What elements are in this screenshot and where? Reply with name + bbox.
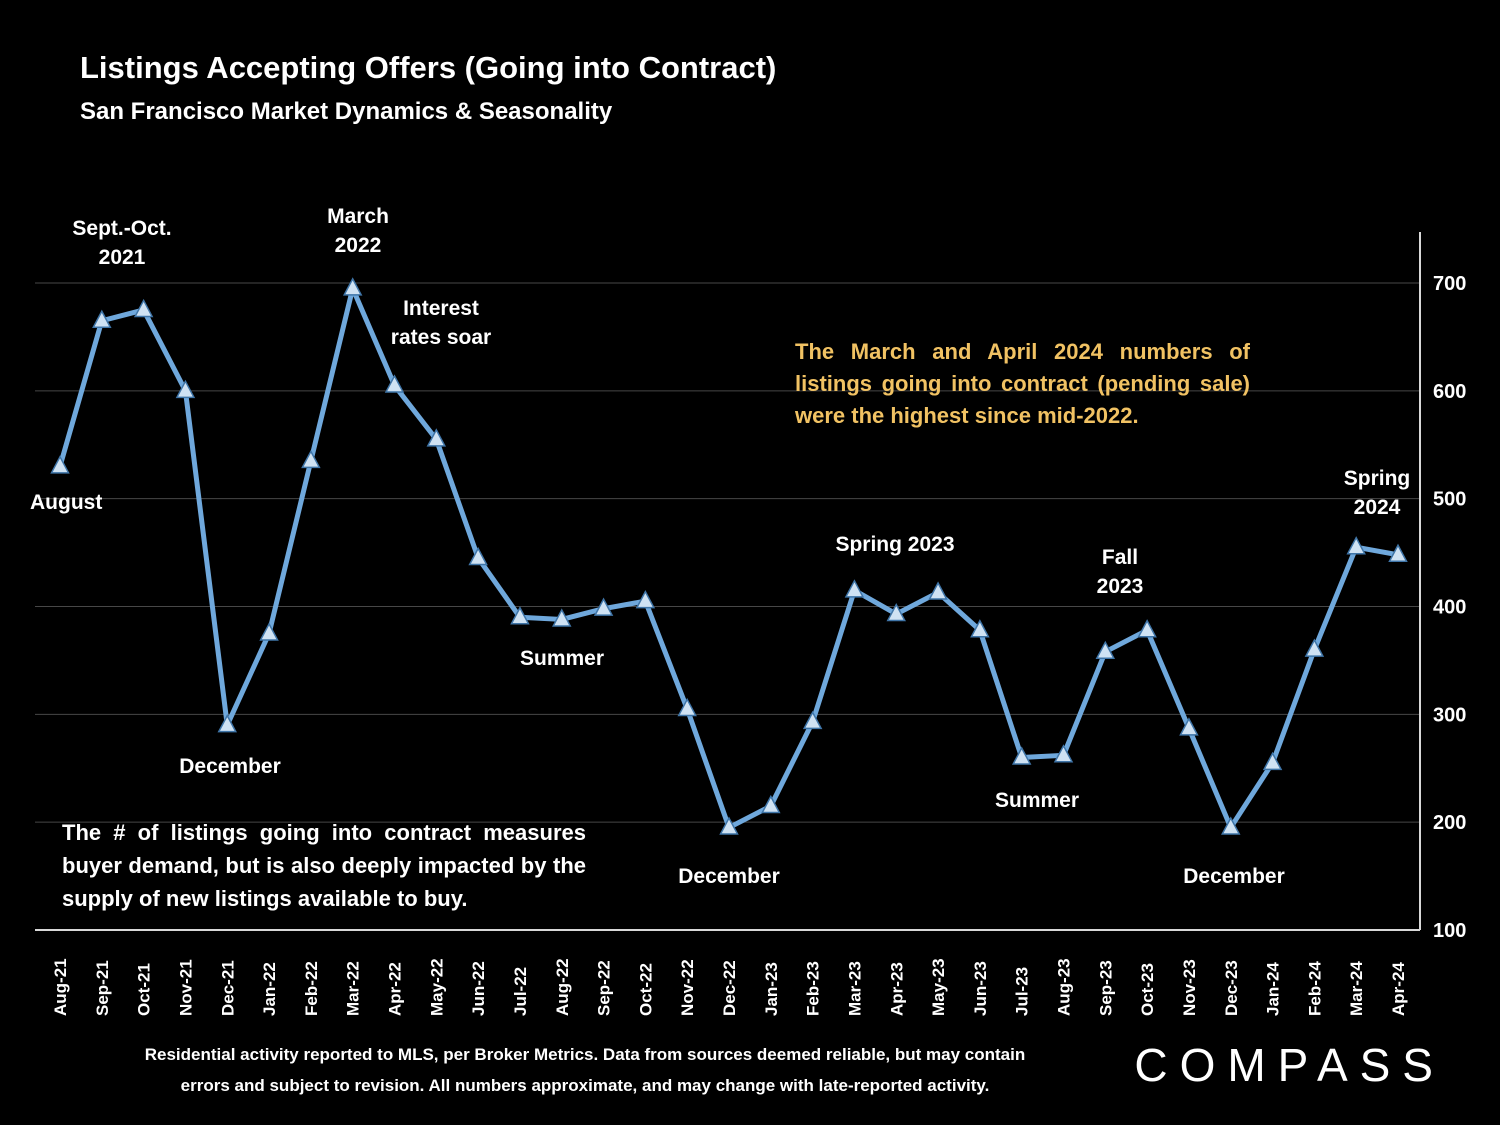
compass-logo: COMPASS [1134, 1039, 1445, 1091]
data-point-marker [259, 622, 279, 641]
y-tick-label: 600 [1433, 381, 1466, 403]
data-point-marker [844, 579, 865, 598]
x-tick-label: Dec-23 [1222, 960, 1241, 1016]
x-tick-label: Dec-21 [218, 960, 237, 1016]
x-tick-label: Aug-22 [553, 958, 572, 1016]
data-point-marker [552, 608, 572, 627]
data-point-marker [761, 794, 781, 814]
y-tick-label: 200 [1433, 812, 1466, 834]
x-tick-label: Feb-23 [804, 961, 823, 1016]
page-subtitle: San Francisco Market Dynamics & Seasonal… [80, 98, 613, 125]
data-point-marker [175, 379, 196, 399]
x-tick-label: Jan-22 [260, 962, 279, 1016]
x-tick-label: Apr-24 [1389, 962, 1408, 1016]
data-point-marker [928, 581, 948, 600]
data-point-marker [50, 455, 70, 474]
x-tick-label: Oct-21 [135, 963, 154, 1016]
x-tick-label: Nov-21 [176, 959, 195, 1016]
x-tick-label: Jul-23 [1013, 967, 1032, 1016]
x-tick-label: Apr-22 [386, 962, 405, 1016]
x-tick-label: Oct-22 [636, 963, 655, 1016]
data-point-marker [1346, 536, 1366, 555]
x-tick-label: Mar-22 [344, 961, 363, 1016]
y-tick-label: 100 [1433, 920, 1466, 942]
x-tick-label: May-22 [427, 958, 446, 1016]
footer-line-2: errors and subject to revision. All numb… [180, 1075, 990, 1095]
data-point-marker [1262, 751, 1283, 771]
x-tick-label: Apr-23 [887, 962, 906, 1016]
y-tick-label: 300 [1433, 704, 1466, 726]
footer-disclaimer: Residential activity reported to MLS, pe… [90, 1040, 1080, 1101]
x-tick-label: Nov-23 [1180, 959, 1199, 1016]
data-point-marker [1011, 746, 1032, 765]
footer-line-1: Residential activity reported to MLS, pe… [144, 1045, 1026, 1064]
data-point-marker [593, 597, 614, 616]
data-point-marker [92, 309, 112, 328]
data-point-marker [635, 590, 656, 609]
data-point-marker [133, 298, 154, 318]
x-tick-label: Dec-22 [720, 960, 739, 1016]
data-point-marker [468, 546, 488, 566]
x-tick-label: Aug-21 [51, 958, 70, 1016]
x-tick-label: Jun-23 [971, 961, 990, 1016]
data-point-marker [342, 277, 363, 296]
x-tick-label: Feb-24 [1305, 961, 1324, 1016]
x-tick-label: Jan-24 [1264, 962, 1283, 1016]
data-point-marker [510, 606, 530, 625]
data-point-marker [802, 710, 823, 730]
x-tick-label: Mar-24 [1347, 961, 1366, 1016]
x-tick-label: Feb-22 [302, 961, 321, 1016]
page-title: Listings Accepting Offers (Going into Co… [80, 50, 777, 85]
x-tick-label: Aug-23 [1055, 958, 1074, 1016]
x-tick-label: Nov-22 [678, 959, 697, 1016]
data-point-marker [217, 714, 237, 733]
data-point-marker [719, 816, 739, 835]
y-tick-label: 400 [1433, 597, 1466, 619]
highlight-callout: The March and April 2024 numbers of list… [795, 339, 1250, 428]
data-point-marker [1179, 717, 1199, 736]
x-tick-label: Jan-23 [762, 962, 781, 1016]
data-point-marker [1221, 816, 1241, 835]
data-point-marker [886, 602, 906, 622]
data-point-marker [1137, 619, 1157, 638]
y-tick-label: 700 [1433, 273, 1466, 295]
x-tick-label: Oct-23 [1138, 963, 1157, 1016]
x-tick-label: Jun-22 [469, 961, 488, 1016]
y-tick-label: 500 [1433, 489, 1466, 511]
x-tick-label: Sep-23 [1096, 960, 1115, 1016]
x-tick-label: Sep-22 [595, 960, 614, 1016]
x-tick-label: May-23 [929, 958, 948, 1016]
data-point-marker [426, 428, 447, 447]
x-tick-label: Sep-21 [93, 960, 112, 1016]
x-tick-label: Jul-22 [511, 967, 530, 1016]
data-point-marker [677, 697, 697, 717]
data-point-marker [970, 619, 990, 638]
data-point-marker [301, 449, 321, 469]
data-point-marker [384, 374, 405, 393]
data-point-marker [1388, 543, 1408, 562]
data-point-marker [1095, 640, 1116, 660]
data-point-marker [1053, 744, 1074, 763]
data-point-marker [1304, 638, 1325, 657]
x-tick-label: Mar-23 [845, 961, 864, 1016]
explainer-note: The # of listings going into contract me… [62, 820, 586, 911]
